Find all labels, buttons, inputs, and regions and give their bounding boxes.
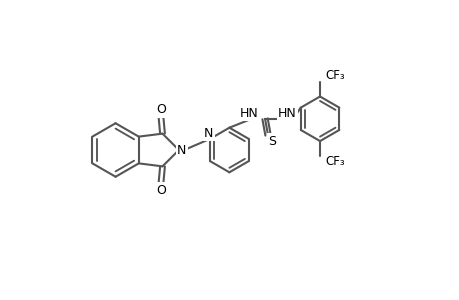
Text: O: O <box>156 184 166 196</box>
Text: CF₃: CF₃ <box>325 69 344 82</box>
Text: HN: HN <box>277 107 296 120</box>
Text: N: N <box>177 143 186 157</box>
Text: N: N <box>203 127 213 140</box>
Text: HN: HN <box>239 107 257 120</box>
Text: S: S <box>268 135 276 148</box>
Text: CF₃: CF₃ <box>325 155 344 168</box>
Text: O: O <box>156 103 166 116</box>
